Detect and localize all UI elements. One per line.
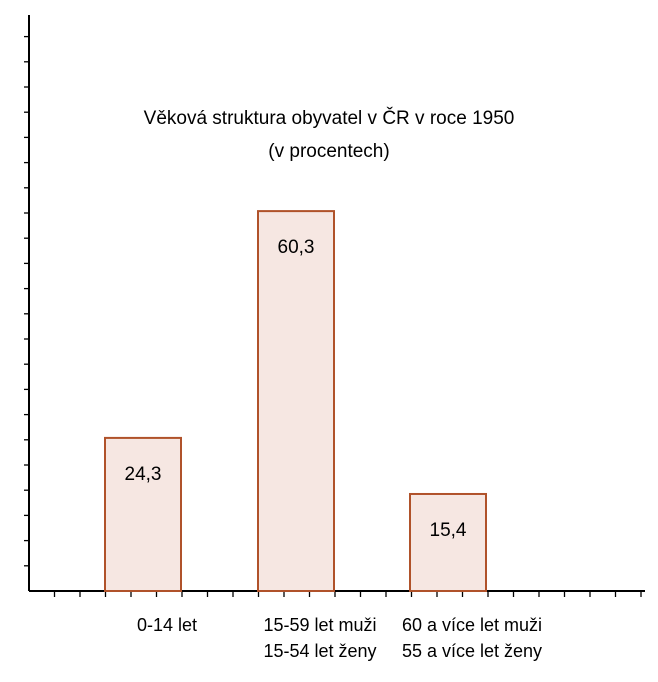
bars: 24,3 60,3 15,4 [104,210,487,593]
bar-value-label: 15,4 [430,520,467,541]
category-label: 15-59 let muži 15-54 let ženy [230,612,410,664]
category-label-line: 0-14 let [136,615,198,635]
category-label-line: 15-54 let ženy [263,641,377,661]
category-label-line: 60 a více let muži [401,615,543,635]
chart-title: Věková struktura obyvatel v ČR v roce 19… [143,108,515,129]
bar [104,436,182,592]
bar [257,210,335,593]
bar [409,492,487,593]
category-label-line: 15-59 let muži [263,615,377,635]
category-label: 60 a více let muži 55 a více let ženy [382,612,562,664]
chart-subtitle: (v procentech) [268,141,390,162]
category-label-line: 55 a více let ženy [401,641,543,661]
bar-value-label: 60,3 [278,237,315,258]
category-label: 0-14 let [77,612,257,638]
bar-value-label: 24,3 [125,464,162,485]
